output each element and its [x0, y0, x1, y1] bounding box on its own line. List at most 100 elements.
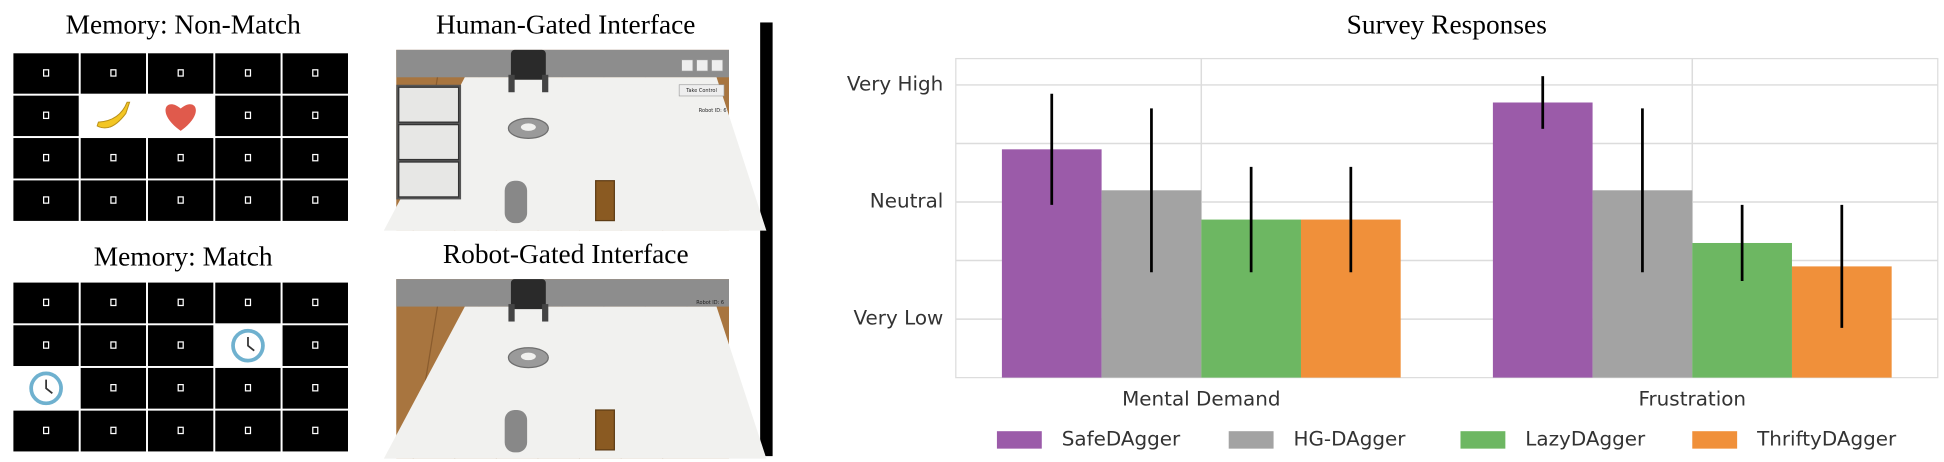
- banana-icon: [96, 101, 131, 129]
- gripper: [510, 279, 546, 310]
- memory-card: [78, 323, 148, 368]
- memory-card: [78, 136, 148, 181]
- memory-card: [78, 178, 148, 223]
- card-mark: [312, 341, 319, 349]
- memory-card: [213, 178, 283, 223]
- divider: [760, 22, 773, 457]
- nut-hole: [520, 123, 536, 131]
- memory-card: [280, 136, 350, 181]
- memory-card: [146, 136, 216, 181]
- block: [595, 409, 615, 451]
- thumbnail: [398, 86, 460, 123]
- panel-title: Memory: Match: [94, 242, 273, 272]
- x-tick-label: Frustration: [1638, 388, 1746, 411]
- card-mark: [42, 69, 50, 77]
- legend-swatch: [1228, 431, 1274, 449]
- memory-card: [280, 280, 350, 326]
- legend-swatch: [1460, 431, 1506, 449]
- memory-card: [11, 178, 81, 223]
- finger: [542, 74, 549, 93]
- clock-hands: [45, 379, 53, 395]
- card-mark: [244, 111, 252, 120]
- thumbnail: [398, 124, 460, 161]
- thumbnail: [398, 161, 460, 198]
- card-mark: [110, 69, 117, 77]
- cylinder: [504, 410, 528, 453]
- memory-card: [11, 136, 81, 181]
- button-label: Take Control: [685, 88, 717, 94]
- legend-swatch: [1692, 431, 1738, 449]
- clock-hands: [247, 336, 255, 352]
- legend-label: ThriftyDAgger: [1756, 427, 1897, 450]
- panel-title: Human-Gated Interface: [436, 10, 695, 40]
- robot-id: Robot ID: 6: [699, 108, 727, 114]
- memory-card: [78, 366, 148, 411]
- finger: [542, 304, 549, 322]
- memory-card: [280, 178, 350, 223]
- card-mark: [110, 298, 117, 307]
- y-tick-label: Very Low: [853, 307, 943, 330]
- memory-card: [11, 51, 81, 96]
- plot-frame: [955, 57, 1939, 379]
- card-mark: [244, 69, 252, 77]
- card-mark: [312, 153, 319, 162]
- card-mark: [110, 153, 117, 162]
- card-mark: [42, 298, 50, 307]
- memory-card: [78, 93, 148, 139]
- y-tick-label: Very High: [847, 72, 943, 95]
- memory-card: [146, 280, 216, 326]
- card-mark: [244, 153, 252, 162]
- card-mark: [177, 426, 184, 435]
- card-mark: [177, 196, 184, 204]
- card-mark: [312, 111, 319, 120]
- chart: Survey Responses Very Low Neutral Very High…: [847, 10, 1939, 450]
- finger: [508, 74, 515, 93]
- memory-card: [146, 408, 216, 454]
- memory-card: [146, 366, 216, 411]
- robot-id: Robot ID: 6: [696, 300, 724, 306]
- panel-title: Memory: Non-Match: [66, 10, 301, 40]
- card-mark: [177, 69, 184, 77]
- card-mark: [110, 383, 117, 392]
- memory-card: [213, 408, 283, 454]
- finger: [508, 304, 515, 322]
- button: [711, 59, 724, 72]
- card-mark: [110, 341, 117, 349]
- memory-card: [280, 51, 350, 96]
- card-mark: [42, 111, 50, 120]
- block: [595, 180, 615, 222]
- card-mark: [177, 341, 184, 349]
- card-mark: [42, 426, 50, 435]
- memory-card: [280, 408, 350, 454]
- cylinder: [504, 180, 528, 224]
- card-mark: [312, 298, 319, 307]
- memory-card: [213, 280, 283, 326]
- button: [696, 59, 709, 72]
- card-mark: [244, 383, 252, 392]
- card-mark: [110, 196, 117, 204]
- memory-card: [11, 323, 81, 368]
- card-mark: [244, 196, 252, 204]
- legend-swatch: [996, 431, 1042, 449]
- memory-card: [78, 280, 148, 326]
- card-mark: [312, 426, 319, 435]
- legend-label: SafeDAgger: [1062, 427, 1181, 450]
- card-mark: [42, 196, 50, 204]
- card-mark: [110, 426, 117, 435]
- memory-card: [11, 408, 81, 454]
- robot-scene: Robot ID: 6: [383, 279, 767, 459]
- memory-card: [280, 366, 350, 411]
- button: [678, 84, 725, 97]
- memory-card: [78, 51, 148, 96]
- bar: [1492, 102, 1593, 378]
- memory-card: [146, 178, 216, 223]
- illustrations: Take Control Robot ID: 6 Robot ID: 6: [11, 49, 767, 459]
- memory-card: [213, 93, 283, 139]
- memory-card: [213, 136, 283, 181]
- memory-card: [280, 323, 350, 368]
- card-mark: [312, 196, 319, 204]
- memory-card: [280, 93, 350, 139]
- table: [383, 77, 767, 231]
